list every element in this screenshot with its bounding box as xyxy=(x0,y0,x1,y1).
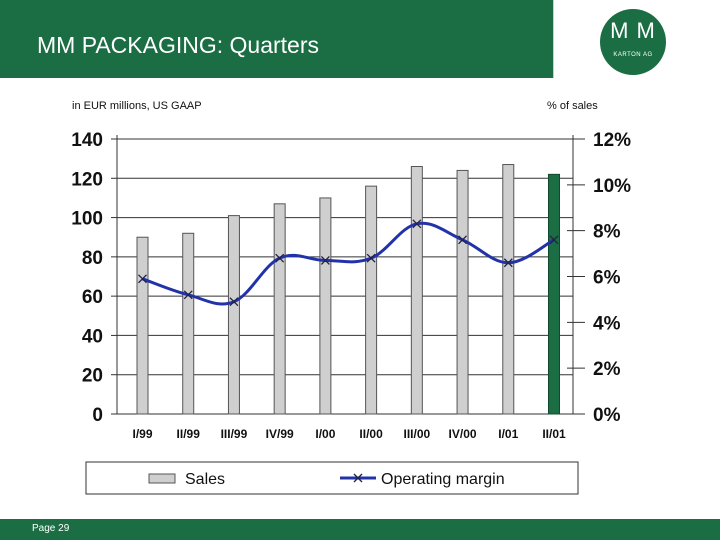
x-tick-label: IV/00 xyxy=(449,427,477,441)
margin-point-IV-99 xyxy=(275,253,285,263)
legend-margin-label: Operating margin xyxy=(381,471,505,488)
y-left-tick-label: 140 xyxy=(71,130,103,151)
margin-point-III-99 xyxy=(229,297,239,307)
y-right-tick-label: 4% xyxy=(593,313,621,334)
logo-subtitle: KARTON AG xyxy=(613,52,653,58)
x-tick-label: II/00 xyxy=(359,427,383,441)
left-axis-unit-label: in EUR millions, US GAAP xyxy=(72,100,202,112)
footer-bar: Page 29 xyxy=(0,519,720,540)
legend-sales-label: Sales xyxy=(185,471,225,488)
x-tick-label: II/01 xyxy=(542,427,566,441)
margin-point-I-99 xyxy=(138,274,147,284)
bar-IV-99 xyxy=(273,203,286,415)
chart: 0 20 40 60 80 100 120 140 0% 2% 4% 6% 8% 10% 12% I/99 II… xyxy=(71,130,631,495)
x-tick-label: I/00 xyxy=(315,427,335,441)
margin-point-II-00 xyxy=(366,253,376,263)
bar-III-00 xyxy=(410,166,423,415)
y-left-tick-label: 100 xyxy=(71,209,103,230)
logo-text: M M xyxy=(610,18,656,43)
margin-point-IV-00 xyxy=(458,235,468,245)
bar-II-01 xyxy=(548,173,560,415)
y-left-tick-label: 40 xyxy=(82,326,103,347)
margin-point-II-99 xyxy=(183,290,193,300)
margin-point-III-00 xyxy=(412,219,422,229)
legend-sales-swatch xyxy=(148,473,176,484)
operating-margin-line xyxy=(142,221,555,306)
x-tick-label: I/01 xyxy=(498,427,518,441)
margin-point-II-01 xyxy=(549,235,559,245)
margin-point-I-01 xyxy=(503,258,513,268)
y-left-tick-label: 120 xyxy=(71,169,103,190)
margin-point-I-00 xyxy=(320,255,330,265)
y-right-tick-label: 0% xyxy=(593,405,621,426)
bar-I-00 xyxy=(319,197,332,415)
page-number: Page 29 xyxy=(32,523,70,534)
y-left-tick-label: 80 xyxy=(82,248,103,269)
page-title: MM PACKAGING: Quarters xyxy=(37,32,320,58)
y-right-tick-label: 10% xyxy=(593,176,631,197)
bar-IV-00 xyxy=(456,169,469,415)
x-tick-label: III/00 xyxy=(403,427,430,441)
y-left-tick-label: 60 xyxy=(82,287,103,308)
bar-I-01 xyxy=(502,164,515,415)
x-tick-label: III/99 xyxy=(221,427,248,441)
header-bar: MM PACKAGING: Quarters xyxy=(0,0,553,78)
bar-II-00 xyxy=(365,185,378,415)
y-right-tick-label: 2% xyxy=(593,359,621,380)
bar-II-99 xyxy=(182,232,195,415)
y-left-tick-label: 20 xyxy=(82,366,103,387)
y-left-tick-label: 0 xyxy=(92,405,103,426)
x-tick-label: II/99 xyxy=(177,427,201,441)
bar-III-99 xyxy=(227,215,240,415)
x-tick-label: I/99 xyxy=(132,427,152,441)
x-tick-label: IV/99 xyxy=(266,427,294,441)
y-right-tick-label: 8% xyxy=(593,222,621,243)
y-right-tick-label: 12% xyxy=(593,130,631,151)
legend-margin-marker xyxy=(353,473,363,483)
company-logo: M M KARTON AG xyxy=(600,9,666,75)
y-right-tick-label: 6% xyxy=(593,268,621,289)
bar-I-99 xyxy=(136,236,149,415)
right-axis-unit-label: % of sales xyxy=(547,100,598,112)
